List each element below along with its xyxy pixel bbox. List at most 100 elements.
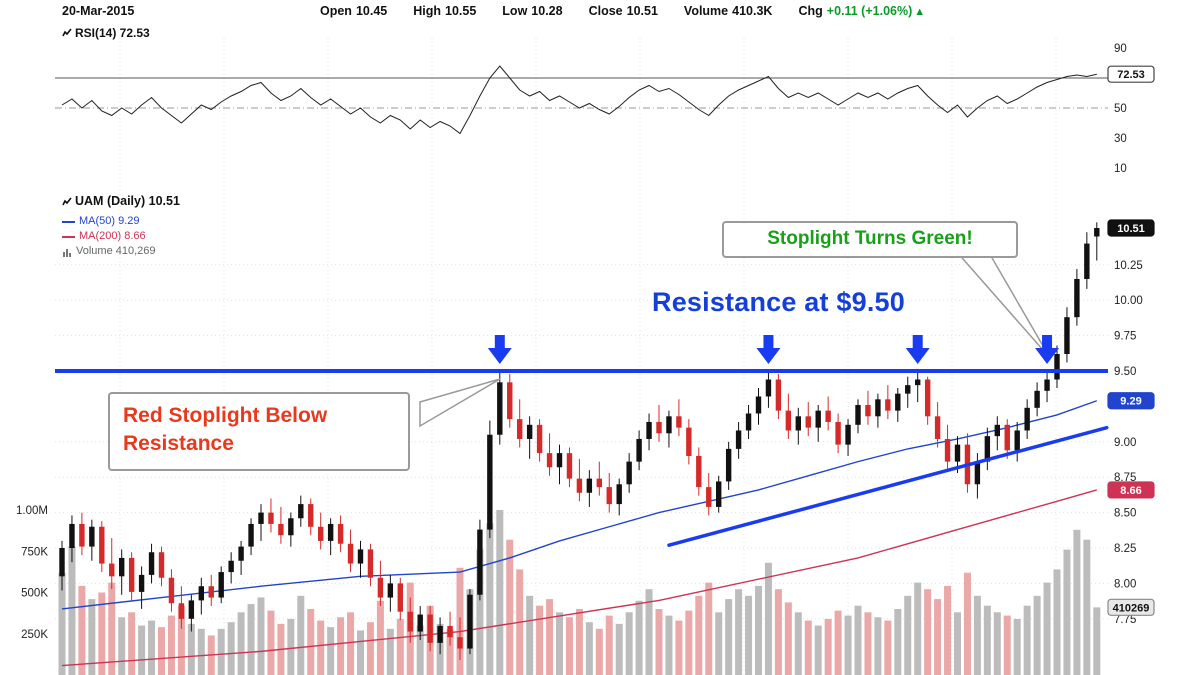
candle-body: [1054, 354, 1060, 380]
ma200-value-box: [1107, 481, 1155, 499]
volume-bar: [536, 605, 544, 675]
symbol-chart-icon: [62, 197, 72, 205]
candle-body: [735, 430, 742, 449]
volume-bar: [347, 612, 355, 675]
volume-bar: [575, 609, 583, 675]
volume-label: Volume: [683, 4, 729, 18]
candle-body: [586, 478, 593, 493]
volume-bar: [88, 599, 96, 675]
candle-body: [148, 552, 155, 575]
candle-body: [308, 504, 314, 527]
axis-tick-label: 9.50: [1114, 366, 1136, 378]
volume-bar: [386, 628, 394, 675]
candle-body: [1024, 407, 1030, 431]
candle-body: [805, 416, 811, 428]
green-stoplight-callout: Stoplight Turns Green!: [722, 221, 1018, 258]
candle-body: [895, 393, 901, 411]
header-ohlc-row: Open 10.45 High 10.55 Low 10.28 Close 10.51 …: [320, 4, 925, 18]
volume-bar: [695, 595, 703, 675]
candle-body: [248, 523, 254, 547]
candle-body: [944, 438, 951, 462]
volume-bar: [396, 618, 404, 675]
change-value: +0.11 (+1.06%): [826, 4, 913, 18]
volume-bar: [735, 589, 743, 675]
ma50-legend-text: MA(50) 9.29: [79, 215, 140, 227]
volume-bar: [496, 510, 504, 675]
candle-body: [79, 523, 85, 547]
volume-bar: [764, 562, 772, 675]
ma50-row: MA(50) 9.29: [62, 214, 180, 229]
volume-bar: [755, 585, 762, 675]
volume-bar: [327, 627, 335, 675]
volume-bar: [794, 612, 802, 675]
candle-body: [556, 453, 563, 468]
candle-body: [915, 379, 921, 386]
candle-body: [905, 385, 911, 394]
candle-body: [745, 413, 752, 431]
volume-bar: [167, 615, 175, 675]
candle-body: [397, 583, 403, 612]
candle-body: [835, 421, 841, 445]
resistance-annotation: Resistance at $9.50: [652, 287, 905, 317]
candle-body: [924, 379, 931, 417]
candle-body: [99, 526, 105, 564]
candle-body: [268, 512, 274, 524]
candle-body: [337, 523, 344, 544]
candle-body: [477, 529, 483, 595]
candle-body: [725, 448, 732, 482]
volume-bar: [158, 627, 165, 675]
ma50-value-box-text: 9.29: [1120, 396, 1141, 408]
candle-body: [407, 611, 413, 632]
volume-bar: [973, 595, 981, 675]
volume-bar: [217, 628, 225, 675]
candle-body: [526, 424, 533, 439]
volume-value: 410.3K: [732, 4, 773, 18]
volume-bar: [227, 622, 235, 675]
volume-bar: [197, 628, 205, 675]
axis-tick-label: 750K: [21, 546, 48, 558]
candle-body: [298, 504, 304, 519]
candle-body: [427, 614, 433, 643]
volume-bar: [526, 595, 534, 675]
candle-body: [676, 416, 682, 428]
header-change: Chg +0.11 (+1.06%) ▲: [798, 4, 925, 18]
ma200-row: MA(200) 8.66: [62, 229, 180, 244]
volume-bar: [864, 612, 872, 675]
candle-body: [994, 424, 1000, 437]
candle-body: [228, 560, 234, 573]
volume-bar: [605, 615, 613, 675]
candle-body: [387, 583, 394, 598]
low-label: Low: [502, 4, 528, 18]
volume-bar: [108, 582, 116, 675]
symbol-title: UAM (Daily) 10.51: [75, 194, 180, 208]
candle-body: [1084, 243, 1090, 279]
candle-body: [626, 461, 632, 485]
volume-bar: [446, 628, 454, 675]
price-legend: UAM (Daily) 10.51 MA(50) 9.29 MA(200) 8.…: [62, 194, 180, 259]
volume-bar: [1093, 607, 1101, 675]
volume-bar: [814, 625, 822, 675]
candle-body: [327, 523, 334, 541]
candle-body: [1044, 379, 1050, 391]
volume-row: Volume 410,269: [62, 244, 180, 259]
candle-body: [566, 453, 573, 479]
candle-body: [367, 549, 374, 578]
candle-body: [656, 421, 662, 434]
candle-body: [696, 455, 702, 488]
volume-bar: [128, 612, 136, 675]
axis-tick-label: 8.25: [1114, 543, 1136, 555]
volume-bar: [297, 595, 305, 675]
volume-bar: [784, 602, 792, 675]
volume-bar: [595, 628, 603, 675]
volume-bar: [745, 595, 753, 675]
open-label: Open: [320, 4, 352, 18]
candle-body: [825, 410, 831, 422]
volume-bar: [944, 585, 952, 675]
candle-body: [467, 594, 473, 649]
candle-body: [596, 478, 602, 488]
volume-bar: [665, 615, 673, 675]
candle-body: [686, 427, 692, 456]
volume-bar: [655, 609, 663, 675]
candle-body: [954, 444, 961, 462]
